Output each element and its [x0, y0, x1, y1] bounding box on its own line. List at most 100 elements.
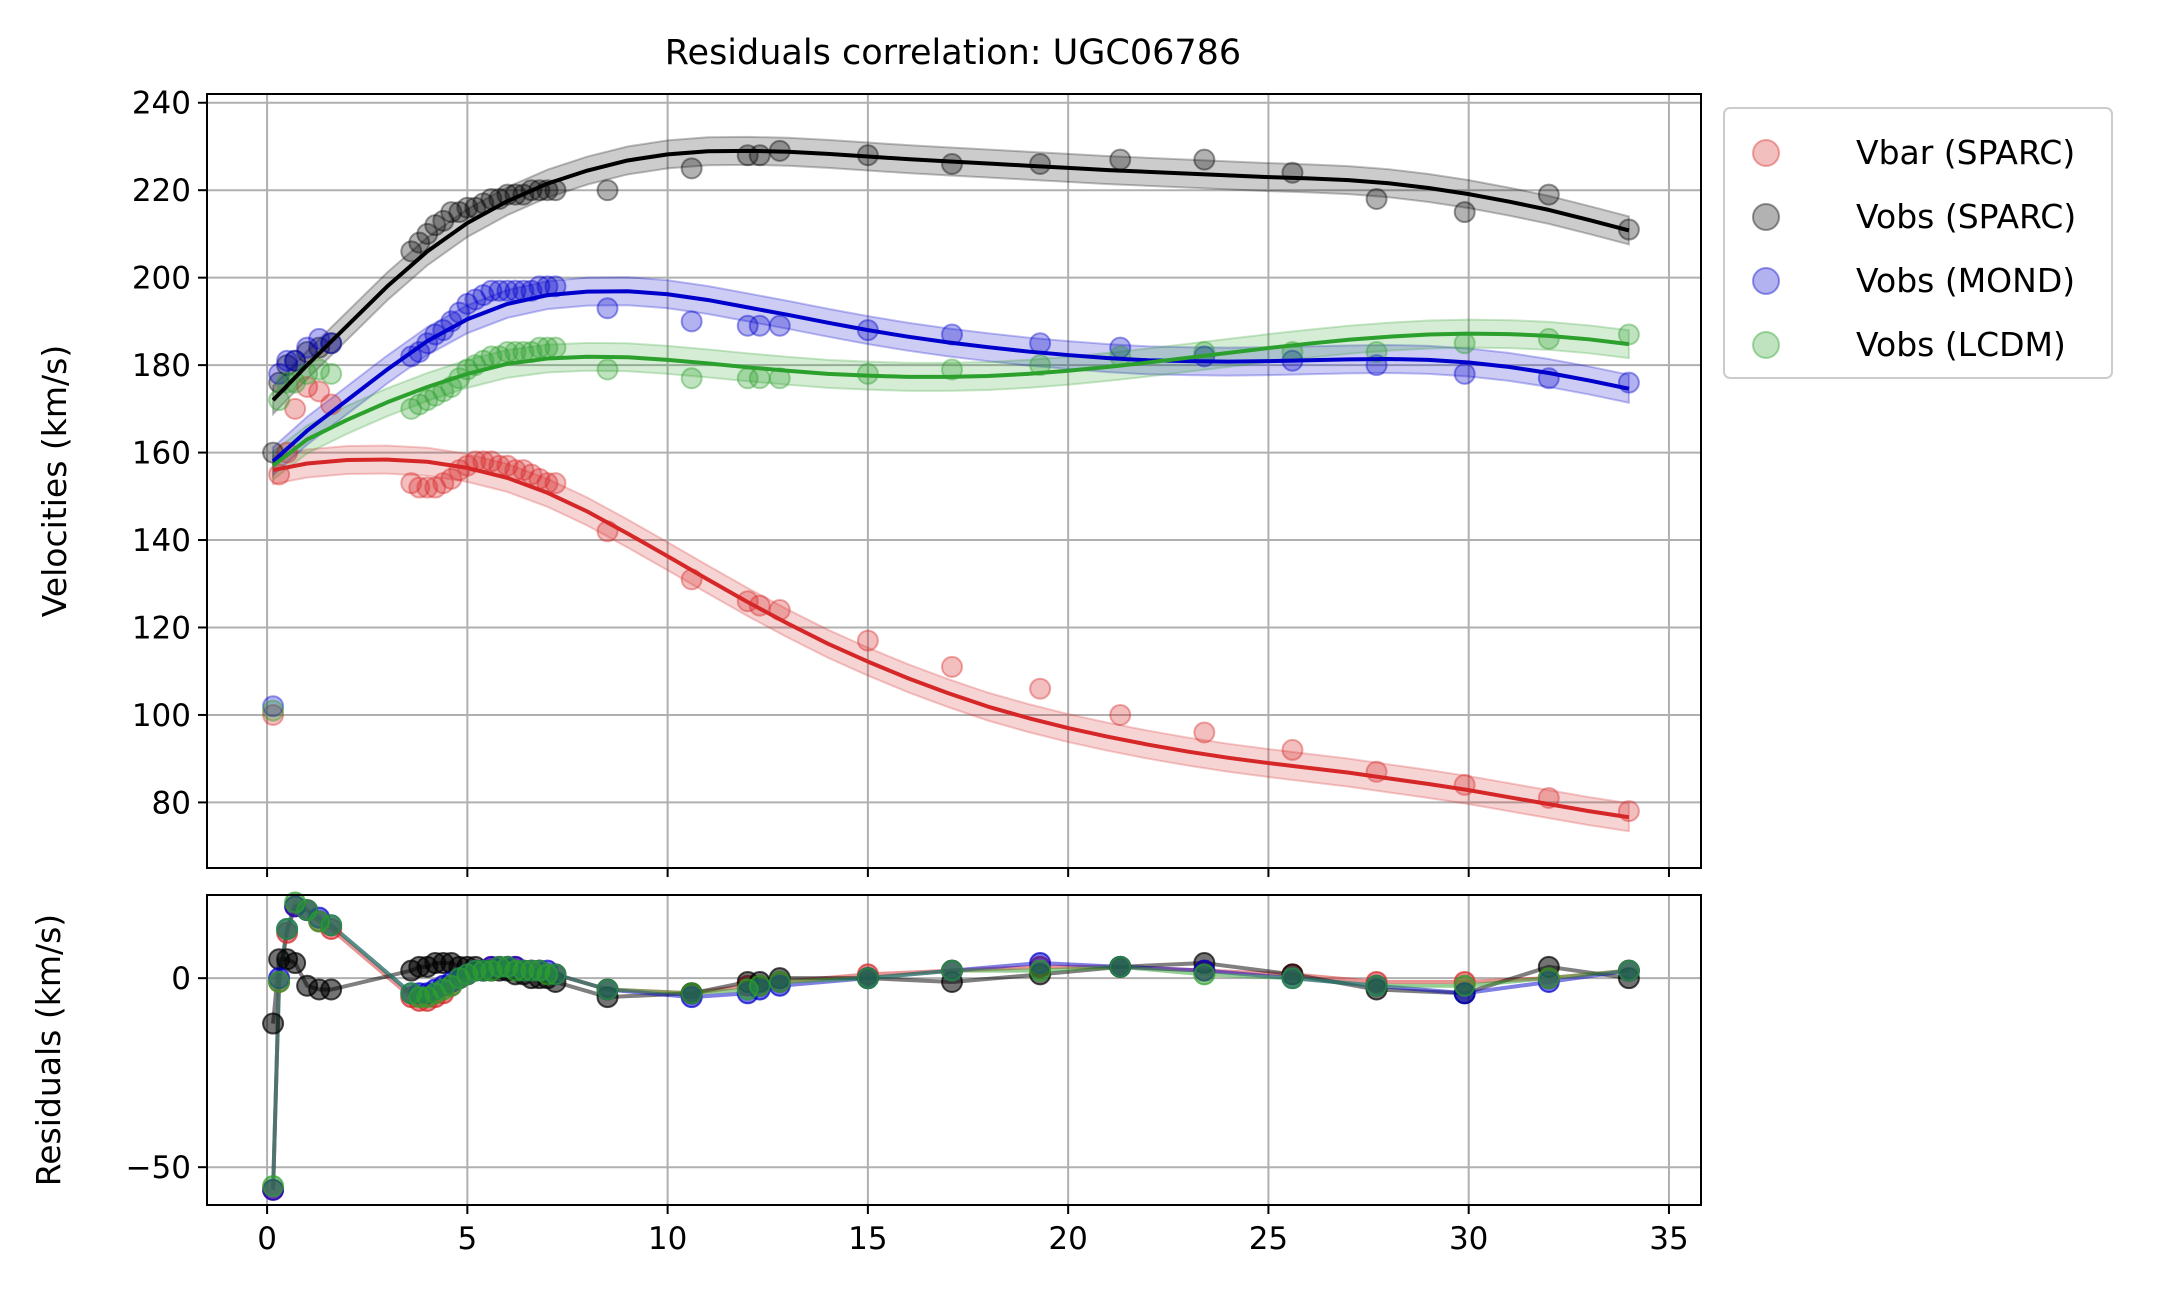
bottom-xtick-label: 20	[1048, 1221, 1087, 1257]
top-ytick-label: 160	[132, 436, 191, 472]
scatter-point	[296, 336, 319, 359]
scatter-point	[1453, 201, 1476, 224]
scatter-point	[748, 314, 771, 337]
bottom-ytick-label: −50	[126, 1150, 191, 1186]
scatter-point	[1029, 152, 1052, 175]
legend-marker	[1752, 331, 1780, 359]
bottom-ytick-label: 0	[171, 961, 191, 997]
residual-point	[1453, 974, 1476, 997]
residual-point	[596, 978, 619, 1001]
scatter-point	[1109, 148, 1132, 171]
residual-point	[268, 970, 291, 993]
scatter-point	[424, 214, 447, 237]
scatter-point	[440, 201, 463, 224]
bottom-ylabel: Residuals (km/s)	[29, 914, 68, 1186]
scatter-point	[1029, 354, 1052, 377]
bottom-xtick-label: 10	[648, 1221, 687, 1257]
scatter-point	[480, 279, 503, 302]
scatter-point	[544, 472, 567, 495]
scatter-point	[308, 380, 331, 403]
scatter-point	[284, 397, 307, 420]
legend-marker	[1752, 267, 1780, 295]
residual-point	[1193, 963, 1216, 986]
bottom-xtick-label: 30	[1449, 1221, 1488, 1257]
scatter-point	[1617, 371, 1640, 394]
residual-point	[284, 952, 307, 975]
chart-title: Residuals correlation: UGC06786	[665, 33, 1241, 73]
scatter-point	[1109, 703, 1132, 726]
scatter-point	[416, 389, 439, 412]
scatter-point	[940, 152, 963, 175]
scatter-point	[262, 699, 285, 722]
residual-point	[276, 918, 299, 941]
top-grid	[207, 94, 1701, 868]
legend: Vbar (SPARC) Vobs (SPARC) Vobs (MOND) Vobs …	[1723, 107, 2113, 379]
scatter-point	[432, 209, 455, 232]
top-ytick-label: 200	[132, 261, 191, 297]
scatter-point	[1193, 341, 1216, 363]
scatter-point	[308, 327, 331, 350]
scatter-point	[1281, 738, 1304, 761]
residual-point	[1537, 967, 1560, 990]
bottom-axes-frame	[206, 894, 1702, 1206]
legend-label: Vobs (MOND)	[1856, 261, 2075, 300]
scatter-point	[680, 367, 703, 390]
scatter-point	[544, 336, 567, 359]
scatter-point	[1365, 187, 1388, 210]
scatter-point	[276, 354, 299, 377]
residual-point	[856, 967, 879, 990]
scatter-point	[456, 292, 479, 315]
scatter-point	[308, 358, 331, 381]
scatter-point	[480, 450, 503, 473]
bottom-xtick-label: 25	[1249, 1221, 1288, 1257]
scatter-point	[408, 476, 431, 499]
residual-point	[262, 1175, 285, 1198]
fit-line	[271, 289, 1630, 463]
top-axis-ticks: 80 100 120 140 160 180 200 220 240	[132, 86, 1670, 877]
confidence-band	[272, 135, 1630, 417]
scatter-point	[284, 371, 307, 394]
residual-point	[1281, 967, 1304, 990]
scatter-point	[432, 472, 455, 495]
fit-line	[272, 457, 1630, 820]
top-ytick-label: 220	[132, 173, 191, 209]
residual-point	[1617, 959, 1640, 982]
scatter-point	[680, 310, 703, 333]
scatter-point	[940, 358, 963, 381]
top-ytick-label: 180	[132, 348, 191, 384]
scatter-point	[296, 375, 319, 398]
scatter-point	[416, 476, 439, 499]
scatter-point	[408, 231, 431, 254]
scatter-point	[496, 279, 519, 302]
scatter-point	[400, 397, 423, 420]
fit-line	[271, 148, 1630, 402]
scatter-point	[320, 362, 343, 385]
residual-point	[748, 974, 771, 997]
top-ytick-label: 100	[132, 698, 191, 734]
scatter-point	[496, 454, 519, 477]
bottom-axis-ticks: 0 5 10 15 20 25 30 35 −50 0	[126, 961, 1689, 1257]
scatter-point	[1537, 327, 1560, 350]
scatter-point	[284, 349, 307, 372]
scatter-point	[520, 463, 543, 486]
legend-frame	[1723, 107, 2113, 379]
scatter-point	[276, 371, 299, 394]
scatter-point	[596, 179, 619, 202]
scatter-point	[736, 314, 759, 337]
scatter-point	[768, 314, 791, 337]
bottom-xtick-label: 15	[848, 1221, 887, 1257]
top-ylabel: Velocities (km/s)	[35, 345, 74, 617]
scatter-point	[456, 196, 479, 219]
scatter-point	[296, 341, 319, 363]
legend-label: Vobs (SPARC)	[1856, 197, 2076, 236]
legend-label: Vbar (SPARC)	[1856, 133, 2075, 172]
residual-point	[680, 982, 703, 1005]
scatter-point	[596, 358, 619, 381]
scatter-point	[416, 222, 439, 245]
scatter-point	[262, 703, 285, 726]
scatter-point	[472, 284, 495, 307]
scatter-point	[440, 467, 463, 490]
top-ytick-label: 80	[152, 785, 191, 821]
scatter-point	[408, 393, 431, 416]
top-ytick-label: 120	[132, 610, 191, 646]
